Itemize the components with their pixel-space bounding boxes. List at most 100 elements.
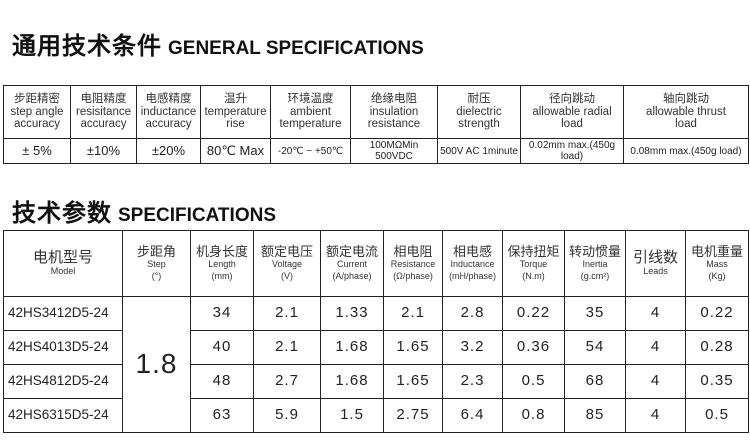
value-cell: 34 [190,296,254,331]
header-text: 轴向跳动 [663,93,709,106]
value-cell: 4 [625,398,686,433]
value-cell: 0.22 [502,296,565,331]
value-cell: 100MΩMin 500VDC [350,138,438,164]
header-en: (A/phase) [332,270,372,281]
specifications-title: 技术参数 SPECIFICATIONS [12,200,276,227]
header-en: (Kg) [708,270,726,281]
header-text: 绝缘电阻 [371,93,417,106]
header-en: (mm) [211,270,233,281]
value-cell: 1.33 [320,296,384,331]
header-en: (V) [281,270,293,281]
value-cell: 4 [625,296,686,331]
header-cn: 相电感 [452,244,492,260]
step-angle-cell: 1.8 [122,296,191,433]
header-text: strength [458,118,500,131]
header-cell: 额定电流 Current (A/phase) [320,230,384,297]
table-row: 42HS4812D5-24 48 2.7 1.68 1.65 2.3 0.5 68 4 0.35 [3,364,749,399]
header-en: (mH/phase) [448,270,496,281]
value-cell: 80℃ Max [200,138,271,164]
header-cell: 电阻精度 resisitance accuracy [70,85,137,139]
header-cn: 机身长度 [195,244,248,260]
header-text: 温升 [224,93,247,106]
header-cn: 步距角 [136,244,176,260]
value-cell: 6.4 [442,398,503,433]
header-text: load [561,118,583,131]
header-cell: 相电阻 Resistance (Ω/phase) [383,230,443,297]
value-cell: 0.28 [685,330,749,365]
value-cell: 2.8 [442,296,503,331]
specifications-table: 电机型号 Model 步距角 Step (°) 机身长度 Length (mm) 额定电压 Vol… [3,230,749,433]
header-cell: 温升 temperature rise [200,85,271,139]
header-text: temperature [204,105,267,118]
header-text: load [675,118,697,131]
value-cell: 500V AC 1minute [437,138,521,164]
value-cell: 48 [190,364,254,399]
header-en: Inertia [582,259,608,270]
value-cell: 63 [190,398,254,433]
table-row: 42HS4013D5-24 40 2.1 1.68 1.65 3.2 0.36 54 4 0.28 [3,330,749,365]
table-row: 42HS6315D5-24 63 5.9 1.5 2.75 6.4 0.8 85 4 0.5 [3,398,749,433]
value-cell: 0.35 [685,364,749,399]
header-text: accuracy [80,118,127,131]
value-cell: 0.36 [502,330,565,365]
value-cell: -20℃ ~ +50℃ [270,138,351,164]
header-text: inductance [140,105,197,118]
header-text: step angle [10,105,64,118]
header-en: (g.cm²) [580,270,610,281]
header-cell: 相电感 Inductance (mH/phase) [442,230,503,297]
header-text: 电感精度 [145,93,192,106]
header-en: Model [50,266,76,277]
value-cell: 5.9 [253,398,321,433]
header-cn: 保持扭矩 [507,244,560,260]
value-cell: 0.5 [502,364,565,399]
value-cell: 1.65 [383,364,443,399]
header-en: Current [336,259,367,270]
header-en: Mass [706,259,728,270]
header-cell: 轴向跳动 allowable thrust load [623,85,749,139]
value-cell: 0.8 [502,398,565,433]
value-cell: 1.5 [320,398,384,433]
header-text: resistance [367,118,421,131]
value-cell: 40 [190,330,254,365]
header-text: 耐压 [467,93,491,106]
value-cell: 35 [564,296,626,331]
header-en: Torque [519,259,548,270]
header-cell: 步距角 Step (°) [122,230,191,297]
value-cell: ±10% [70,138,137,164]
value-cell: ±20% [136,138,201,164]
table-row: 42HS3412D5-24 1.8 34 2.1 1.33 2.1 2.8 0.22 35 4 0.… [3,296,749,433]
header-en: Length [208,259,236,270]
value-cell: 1.68 [320,364,384,399]
header-text: accuracy [145,118,192,131]
header-text: temperature [279,118,342,131]
value-cell: 85 [564,398,626,433]
header-cn: 电机重量 [690,244,743,260]
value-cell: 1.68 [320,330,384,365]
header-en: Inductance [450,259,495,270]
header-cell: 机身长度 Length (mm) [190,230,254,297]
header-text: allowable radial [532,105,612,118]
header-cn: 相电阻 [393,244,433,260]
header-text: dielectric [456,105,502,118]
model-cell: 42HS3412D5-24 [3,296,123,331]
header-cn: 额定电流 [325,244,378,260]
header-en: (°) [151,270,162,281]
value-cell: 0.08mm max.(450g load) [623,138,749,164]
header-text: accuracy [13,118,61,131]
value-cell: ± 5% [3,138,71,164]
header-cell: 步距精密 step angle accuracy [3,85,71,139]
header-cell: 电机重量 Mass (Kg) [685,230,749,297]
value-cell: 0.5 [685,398,749,433]
header-text: allowable thrust [646,105,726,118]
value-cell: 2.1 [253,296,321,331]
header-cell: 耐压 dielectric strength [437,85,521,139]
header-cell: 转动惯量 Inertia (g.cm²) [564,230,626,297]
value-cell: 4 [625,330,686,365]
header-cn: 额定电压 [260,244,313,260]
header-cell: 额定电压 Voltage (V) [253,230,321,297]
header-en: Step [147,259,166,270]
value-cell: 0.22 [685,296,749,331]
value-cell: 68 [564,364,626,399]
value-cell: 0.02mm max.(450g load) [520,138,624,164]
header-text: 电阻精度 [80,93,127,106]
